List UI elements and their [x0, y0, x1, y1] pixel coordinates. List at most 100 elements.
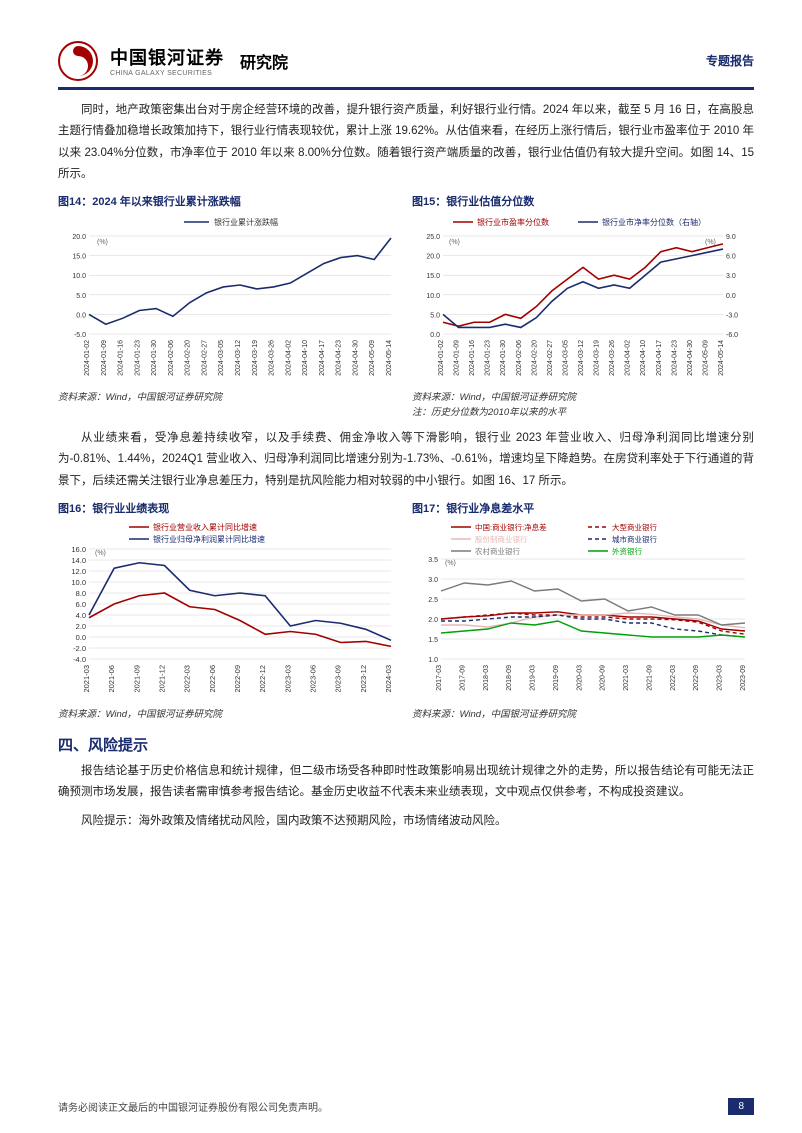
- svg-text:银行业市净率分位数（右轴）: 银行业市净率分位数（右轴）: [602, 217, 706, 227]
- svg-text:大型商业银行: 大型商业银行: [612, 522, 657, 532]
- svg-text:2024-02-06: 2024-02-06: [168, 340, 175, 376]
- svg-text:5.0: 5.0: [430, 312, 440, 319]
- svg-text:(%): (%): [445, 560, 456, 567]
- svg-text:2024-01-09: 2024-01-09: [454, 340, 461, 376]
- chart17-svg: 中国:商业银行:净息差大型商业银行股份制商业银行城市商业银行农村商业银行外资银行…: [412, 519, 754, 699]
- svg-text:9.0: 9.0: [726, 234, 736, 241]
- svg-text:2021-12: 2021-12: [158, 665, 167, 693]
- svg-text:2024-04-17: 2024-04-17: [656, 340, 663, 376]
- paragraph-3: 报告结论基于历史价格信息和统计规律，但二级市场受各种即时性政策影响易出现统计规律…: [58, 761, 754, 804]
- svg-text:3.0: 3.0: [428, 577, 438, 584]
- svg-text:中国:商业银行:净息差: 中国:商业银行:净息差: [475, 522, 547, 532]
- svg-text:外资银行: 外资银行: [612, 546, 642, 556]
- svg-text:2019-09: 2019-09: [553, 665, 560, 691]
- svg-text:2024-01-16: 2024-01-16: [118, 340, 125, 376]
- svg-text:2024-03-12: 2024-03-12: [235, 340, 242, 376]
- svg-text:银行业归母净利润累计同比增速: 银行业归母净利润累计同比增速: [153, 534, 265, 544]
- svg-text:银行业市盈率分位数: 银行业市盈率分位数: [477, 217, 549, 227]
- svg-text:20.0: 20.0: [426, 254, 440, 261]
- svg-text:2024-05-09: 2024-05-09: [702, 340, 709, 376]
- svg-text:2018-09: 2018-09: [506, 665, 513, 691]
- svg-text:2023-03: 2023-03: [717, 665, 724, 691]
- chart16-svg: 银行业营业收入累计同比增速银行业归母净利润累计同比增速 -4.0 -2.0 0.0 2.…: [58, 519, 400, 699]
- svg-text:1.0: 1.0: [428, 657, 438, 664]
- brand-en: CHINA GALAXY SECURITIES: [110, 70, 224, 77]
- svg-text:农村商业银行: 农村商业银行: [475, 546, 520, 556]
- svg-text:6.0: 6.0: [726, 254, 736, 261]
- report-type-label: 专题报告: [706, 52, 754, 69]
- svg-text:2024-02-20: 2024-02-20: [185, 340, 192, 376]
- svg-text:2024-01-23: 2024-01-23: [485, 340, 492, 376]
- svg-text:-4.0: -4.0: [73, 655, 86, 664]
- svg-text:2021-09: 2021-09: [132, 665, 141, 693]
- svg-text:2022-06: 2022-06: [208, 665, 217, 693]
- page-number-badge: 8: [728, 1098, 754, 1115]
- svg-text:-3.0: -3.0: [726, 312, 738, 319]
- page-footer: 请务必阅读正文最后的中国银河证券股份有限公司免责声明。 8: [58, 1098, 754, 1115]
- svg-text:2024-01-16: 2024-01-16: [469, 340, 476, 376]
- svg-text:(%): (%): [97, 239, 108, 246]
- svg-text:2024-02-20: 2024-02-20: [531, 340, 538, 376]
- svg-text:2024-03: 2024-03: [384, 665, 393, 693]
- svg-text:20.0: 20.0: [72, 234, 86, 241]
- svg-text:2021-03: 2021-03: [623, 665, 630, 691]
- svg-text:2024-01-30: 2024-01-30: [151, 340, 158, 376]
- svg-text:2023-03: 2023-03: [283, 665, 292, 693]
- svg-text:0.0: 0.0: [76, 633, 86, 642]
- svg-text:2024-03-05: 2024-03-05: [562, 340, 569, 376]
- svg-text:2022-03: 2022-03: [183, 665, 192, 693]
- svg-text:3.0: 3.0: [726, 273, 736, 280]
- svg-text:5.0: 5.0: [76, 293, 86, 300]
- svg-text:0.0: 0.0: [76, 312, 86, 319]
- svg-text:2024-02-27: 2024-02-27: [201, 340, 208, 376]
- svg-text:2022-12: 2022-12: [258, 665, 267, 693]
- svg-text:2024-01-23: 2024-01-23: [134, 340, 141, 376]
- page-header: 中国银河证券 CHINA GALAXY SECURITIES 研究院 专题报告: [58, 40, 754, 90]
- svg-text:2022-03: 2022-03: [670, 665, 677, 691]
- svg-text:2017-09: 2017-09: [459, 665, 466, 691]
- svg-text:0.0: 0.0: [726, 293, 736, 300]
- paragraph-2: 从业绩来看，受净息差持续收窄，以及手续费、佣金净收入等下滑影响，银行业 2023…: [58, 428, 754, 492]
- svg-text:15.0: 15.0: [72, 254, 86, 261]
- svg-text:(%): (%): [95, 550, 106, 557]
- svg-text:2024-05-14: 2024-05-14: [386, 340, 393, 376]
- svg-text:14.0: 14.0: [71, 556, 86, 565]
- brand-cn: 中国银河证券: [110, 44, 224, 70]
- charts-row-2: 图16：银行业业绩表现 银行业营业收入累计同比增速银行业归母净利润累计同比增速-…: [58, 500, 754, 720]
- svg-text:2017-03: 2017-03: [436, 665, 443, 691]
- svg-text:2.0: 2.0: [76, 622, 86, 631]
- chart17-title: 图17：银行业净息差水平: [412, 500, 754, 516]
- brand-block: 中国银河证券 CHINA GALAXY SECURITIES: [110, 44, 224, 77]
- svg-text:10.0: 10.0: [72, 273, 86, 280]
- svg-text:2024-01-09: 2024-01-09: [101, 340, 108, 376]
- svg-text:2023-09: 2023-09: [334, 665, 343, 693]
- svg-text:2024-01-30: 2024-01-30: [500, 340, 507, 376]
- section-4-heading: 四、风险提示: [58, 734, 754, 755]
- svg-text:2024-04-10: 2024-04-10: [640, 340, 647, 376]
- svg-text:2.0: 2.0: [428, 617, 438, 624]
- galaxy-logo-icon: [58, 41, 98, 81]
- paragraph-4: 风险提示：海外政策及情绪扰动风险，国内政策不达预期风险，市场情绪波动风险。: [58, 811, 754, 832]
- svg-text:2024-04-30: 2024-04-30: [687, 340, 694, 376]
- paragraph-1: 同时，地产政策密集出台对于房企经营环境的改善，提升银行资产质量，利好银行业行情。…: [58, 100, 754, 185]
- svg-text:-2.0: -2.0: [73, 644, 86, 653]
- svg-text:2018-03: 2018-03: [483, 665, 490, 691]
- chart16-source: 资料来源：Wind，中国银河证券研究院: [58, 706, 400, 720]
- svg-text:2024-03-26: 2024-03-26: [609, 340, 616, 376]
- svg-text:银行业累计涨跌幅: 银行业累计涨跌幅: [214, 217, 278, 227]
- svg-text:2023-09: 2023-09: [740, 665, 747, 691]
- svg-text:15.0: 15.0: [426, 273, 440, 280]
- svg-text:银行业营业收入累计同比增速: 银行业营业收入累计同比增速: [153, 522, 257, 532]
- svg-text:城市商业银行: 城市商业银行: [612, 534, 657, 544]
- svg-text:2022-09: 2022-09: [233, 665, 242, 693]
- svg-text:-5.0: -5.0: [74, 332, 86, 339]
- svg-text:2024-04-23: 2024-04-23: [671, 340, 678, 376]
- svg-text:8.0: 8.0: [76, 589, 86, 598]
- svg-text:(%): (%): [449, 239, 460, 246]
- chart14-source: 资料来源：Wind，中国银河证券研究院: [58, 389, 400, 403]
- chart14-svg: 银行业累计涨跌幅 -5.0 0.0 5.0 10.0 15.0 20.0 (%) 2024-01…: [58, 212, 400, 382]
- svg-text:-6.0: -6.0: [726, 332, 738, 339]
- svg-text:2024-03-19: 2024-03-19: [252, 340, 259, 376]
- svg-text:2021-03: 2021-03: [82, 665, 91, 693]
- svg-text:12.0: 12.0: [71, 567, 86, 576]
